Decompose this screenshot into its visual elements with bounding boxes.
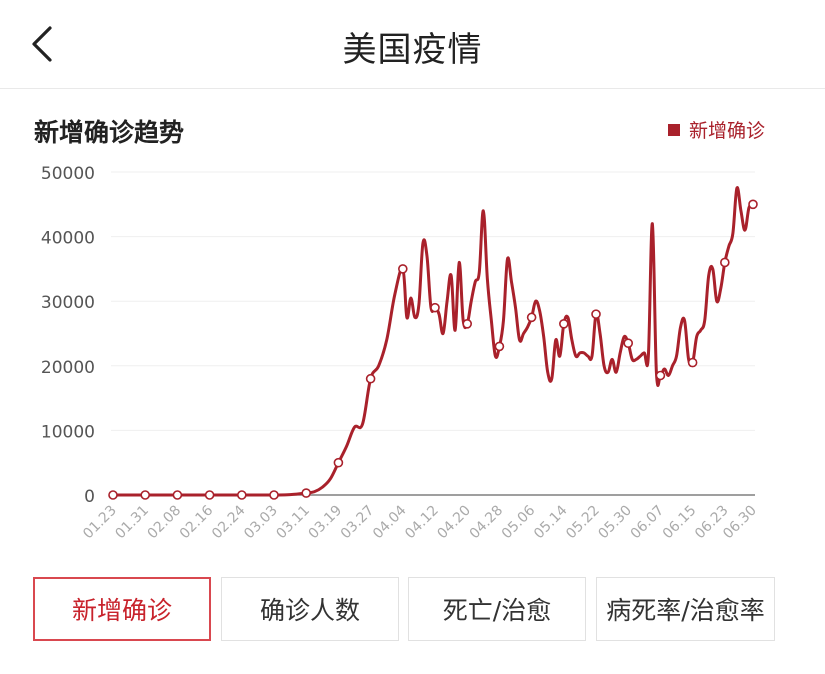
x-tick-label: 05.06 xyxy=(499,502,539,542)
data-point-marker xyxy=(140,490,151,500)
data-point-marker xyxy=(204,490,215,500)
tab-fatality-recovery-rate[interactable]: 病死率/治愈率 xyxy=(596,577,775,641)
x-tick-label: 06.07 xyxy=(628,503,668,543)
x-tick-label: 03.11 xyxy=(273,503,313,543)
x-tick-label: 04.12 xyxy=(402,503,442,543)
data-point-marker xyxy=(462,319,473,329)
legend-swatch xyxy=(667,123,680,136)
app-header: 美国疫情 xyxy=(0,0,825,89)
data-point-marker xyxy=(430,302,440,313)
x-tick-label: 06.15 xyxy=(660,503,700,543)
data-point-marker xyxy=(494,341,505,352)
tab-deaths-recovered[interactable]: 死亡/治愈 xyxy=(408,577,586,641)
y-tick-label: 40000 xyxy=(41,229,95,249)
data-point-marker xyxy=(748,199,758,210)
page-title: 美国疫情 xyxy=(342,30,483,70)
data-point-marker xyxy=(269,490,279,500)
x-tick-label: 05.30 xyxy=(595,503,635,543)
data-point-marker xyxy=(333,457,344,468)
tab-total-confirmed[interactable]: 确诊人数 xyxy=(221,577,399,641)
data-point-marker xyxy=(720,257,730,268)
y-tick-label: 0 xyxy=(84,487,95,507)
x-tick-label: 02.16 xyxy=(177,502,217,542)
data-point-marker xyxy=(172,490,183,500)
chart-legend[interactable]: 新增确诊 xyxy=(667,116,765,143)
data-point-marker xyxy=(526,312,537,323)
data-point-marker xyxy=(655,370,666,381)
x-tick-label: 04.20 xyxy=(434,503,474,543)
x-tick-label: 03.27 xyxy=(338,503,378,543)
metric-tabs: 新增确诊 确诊人数 死亡/治愈 病死率/治愈率 xyxy=(33,577,775,643)
x-tick-label: 04.28 xyxy=(467,503,507,543)
x-tick-label: 05.14 xyxy=(531,502,571,542)
data-point-marker xyxy=(591,309,601,319)
data-point-marker xyxy=(301,488,312,498)
data-point-marker xyxy=(365,373,376,384)
line-chart: 0 10000 20000 30000 40000 50000 01.2301.3102.0… xyxy=(41,164,760,543)
y-tick-label: 30000 xyxy=(41,293,95,313)
chart-title: 新增确诊趋势 xyxy=(34,118,185,147)
data-point-marker xyxy=(398,264,408,274)
legend-label: 新增确诊 xyxy=(688,120,765,142)
data-point-marker xyxy=(237,490,247,500)
data-point-marker xyxy=(623,338,634,348)
y-tick-label: 50000 xyxy=(41,164,95,184)
x-tick-label: 03.03 xyxy=(241,503,281,543)
data-point-marker xyxy=(559,319,569,329)
series-line xyxy=(111,186,755,497)
x-tick-label: 01.31 xyxy=(112,503,152,543)
x-tick-label: 04.04 xyxy=(370,502,410,542)
data-point-marker xyxy=(108,490,118,500)
tab-new-confirmed[interactable]: 新增确诊 xyxy=(33,577,211,641)
y-tick-label: 10000 xyxy=(41,422,95,442)
y-tick-label: 20000 xyxy=(41,358,95,378)
data-point-marker xyxy=(687,357,698,368)
x-tick-label: 01.23 xyxy=(80,503,120,543)
x-tick-label: 05.22 xyxy=(563,503,603,543)
back-chevron-icon[interactable] xyxy=(24,22,64,66)
x-tick-label: 03.19 xyxy=(306,503,346,543)
x-tick-label: 02.08 xyxy=(145,503,185,543)
x-tick-label: 02.24 xyxy=(209,502,249,542)
